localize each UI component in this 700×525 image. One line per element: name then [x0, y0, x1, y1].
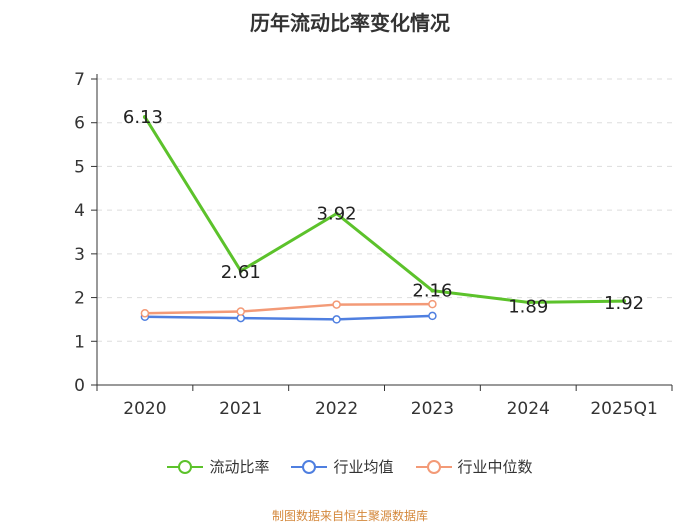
y-tick-label: 5 — [74, 157, 85, 177]
y-tick-label: 1 — [74, 332, 85, 352]
data-point — [236, 307, 245, 316]
legend-item-current-ratio[interactable]: 流动比率 — [167, 456, 269, 477]
y-tick-label: 2 — [74, 289, 85, 309]
legend-label: 流动比率 — [209, 458, 270, 476]
data-label: 1.89 — [508, 296, 548, 317]
data-point — [430, 288, 435, 293]
series-line — [144, 302, 433, 315]
y-tick-label: 3 — [74, 245, 85, 265]
legend-item-industry-mean[interactable]: 行业均值 — [291, 456, 394, 477]
series-2 — [140, 299, 437, 318]
data-point — [332, 300, 341, 309]
data-point — [526, 300, 531, 305]
legend-label: 行业均值 — [333, 458, 394, 476]
series-lines — [140, 115, 627, 324]
data-labels: 6.13 2.61 3.92 2.16 1.89 1.92 — [123, 107, 644, 317]
x-tick-label: 2021 — [219, 399, 262, 419]
y-tick-label: 4 — [74, 201, 85, 221]
source-note: 制图数据来自恒生聚源数据库 — [271, 509, 428, 523]
legend-label: 行业中位数 — [457, 458, 533, 476]
x-tick-label: 2024 — [507, 399, 550, 419]
series-line — [144, 314, 433, 321]
y-tick-label: 0 — [74, 376, 85, 396]
legend-marker-icon — [415, 459, 452, 474]
x-tick-label: 2025Q1 — [590, 399, 657, 419]
y-tick-label: 7 — [74, 70, 85, 90]
data-point — [428, 299, 437, 309]
data-label: 6.13 — [123, 107, 163, 128]
x-tick-label: 2020 — [123, 399, 166, 419]
chart-title: 历年流动比率变化情况 — [250, 11, 450, 35]
legend-item-industry-median[interactable]: 行业中位数 — [415, 456, 533, 477]
data-point — [332, 315, 341, 324]
series-1 — [140, 311, 437, 324]
data-label: 1.92 — [604, 293, 644, 314]
data-label: 3.92 — [317, 204, 357, 225]
data-point — [238, 268, 243, 273]
data-point — [334, 211, 339, 216]
data-point — [428, 311, 437, 321]
x-tick-label: 2023 — [411, 399, 454, 419]
data-label: 2.61 — [221, 262, 261, 283]
legend-marker-icon — [291, 459, 328, 474]
data-point — [142, 115, 147, 120]
data-point — [622, 299, 627, 304]
data-point — [140, 309, 150, 318]
data-label: 2.16 — [412, 281, 452, 302]
y-tick-label: 6 — [74, 114, 85, 134]
series-line — [143, 116, 625, 304]
series-0 — [142, 115, 627, 305]
x-tick-label: 2022 — [315, 399, 358, 419]
legend-marker-icon — [167, 459, 204, 474]
axes: 0 1 2 3 4 5 6 7 2020 2021 2022 2023 2024 2025Q1 — [74, 70, 673, 419]
legend: 流动比率 行业均值 行业中位数 — [0, 456, 700, 477]
